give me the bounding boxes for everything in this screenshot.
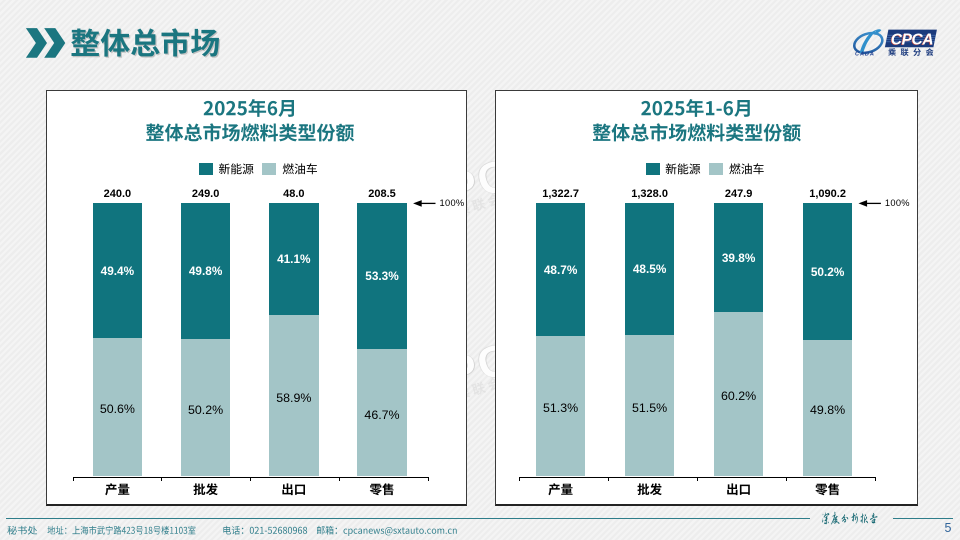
svg-text:CADA: CADA (855, 51, 875, 57)
svg-text:CPCA: CPCA (891, 31, 934, 48)
svg-text:CPCA: CPCA (890, 32, 933, 49)
